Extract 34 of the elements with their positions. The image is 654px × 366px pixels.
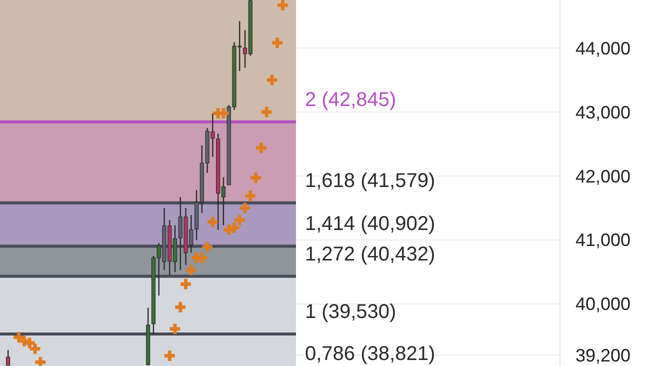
point [186,264,196,276]
point [229,222,240,233]
point [272,38,283,48]
point [261,106,272,118]
y-tick-label: 41,000 [575,230,631,250]
point [170,324,180,334]
y-tick-label: 39,200 [575,345,631,366]
y-tick-label: 43,000 [575,102,631,122]
point [164,350,175,361]
ref-line-label: 1,272 (40,432) [305,243,436,266]
point [240,202,250,214]
y-tick-label: 44,000 [575,38,631,58]
point [234,214,245,226]
annotation: 0,786 (38,821) [305,343,436,365]
ref-line-label: 1,618 (41,579) [305,170,436,192]
ref-line-label: 1 (39,530) [305,301,396,324]
y-tick-label: 42,000 [575,166,631,186]
point [24,338,35,348]
y-tick-label: 40,000 [575,294,631,314]
point [277,0,288,10]
point [30,344,40,354]
point [35,356,46,366]
point [256,142,266,154]
point [245,190,256,201]
ref-line-label: 2 (42,845) [305,88,396,111]
point [196,252,208,264]
point [202,242,213,252]
ref-line-label: 1,414 (40,902) [305,213,436,236]
point [207,216,218,228]
point [175,302,186,312]
point [250,172,261,184]
point [266,74,278,86]
candlestick [6,349,10,366]
point [180,278,191,290]
